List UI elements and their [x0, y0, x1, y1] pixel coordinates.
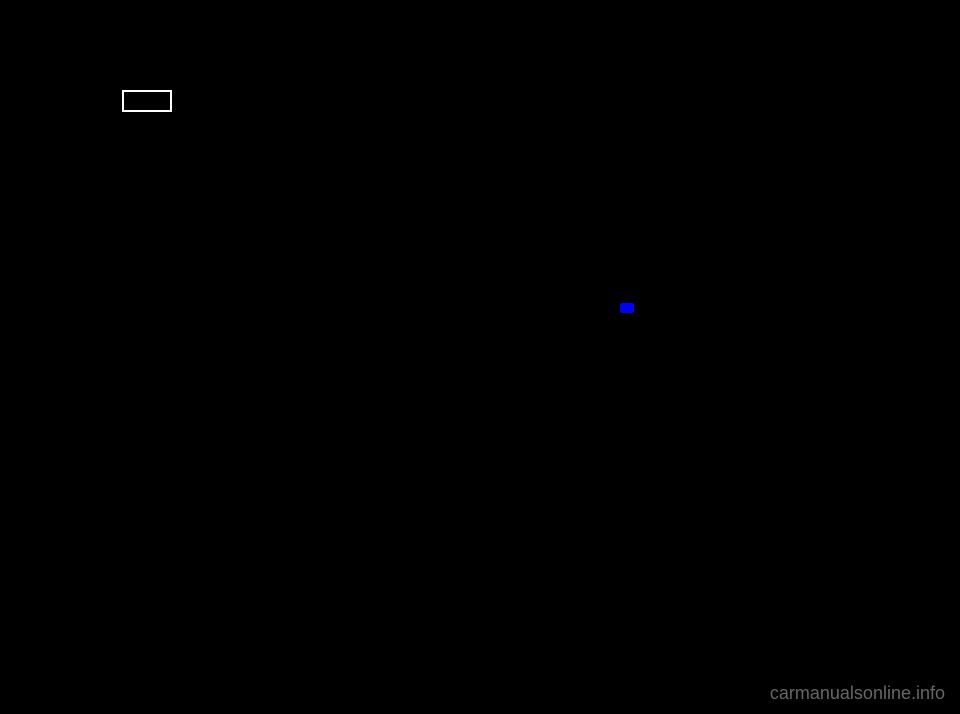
- blue-marker: [620, 303, 634, 313]
- watermark-text: carmanualsonline.info: [770, 683, 945, 704]
- outlined-box: [122, 90, 172, 112]
